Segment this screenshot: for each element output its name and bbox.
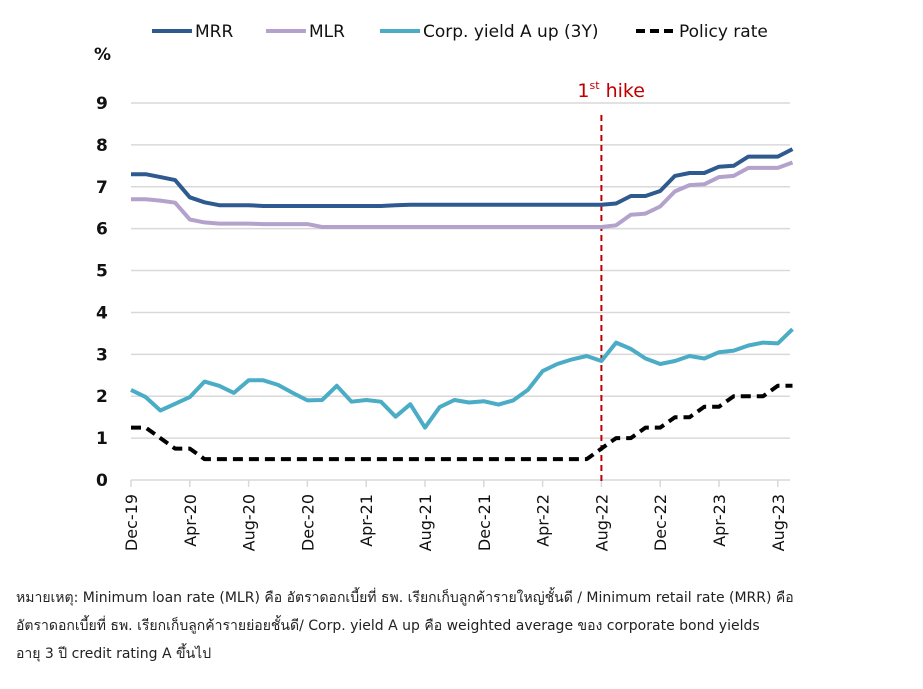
series-line-mrr bbox=[131, 147, 794, 208]
y-tick-label: 9 bbox=[96, 94, 108, 114]
x-tick-label: Aug-20 bbox=[240, 494, 259, 551]
series-line-mlr bbox=[131, 160, 794, 229]
line-chart: Dec-19 Apr-20 Aug-20 Dec-20 Apr-21 Aug-21 Dec-… bbox=[94, 22, 794, 551]
x-tick-label: Apr-23 bbox=[710, 494, 729, 547]
y-tick-label: 1 bbox=[96, 429, 108, 449]
footnote-line-3: อายุ 3 ปี credit rating A ขึ้นไป bbox=[16, 646, 212, 662]
y-tick-label: 8 bbox=[96, 136, 108, 156]
series-line-corp-yield-a-up-3y bbox=[130, 327, 794, 430]
y-tick-label: 0 bbox=[96, 471, 108, 491]
first-hike-annotation: 1st hike bbox=[577, 79, 645, 484]
legend-label: MLR bbox=[309, 22, 345, 42]
y-tick-label: 3 bbox=[96, 345, 108, 365]
legend-label: Policy rate bbox=[679, 22, 768, 42]
x-tick-label: Apr-22 bbox=[534, 494, 553, 547]
x-tick-label: Dec-22 bbox=[651, 494, 670, 551]
legend: MRR MLR Corp. yield A up (3Y) Policy rate bbox=[152, 22, 768, 42]
y-tick-label: 6 bbox=[96, 220, 108, 240]
legend-label: MRR bbox=[195, 22, 233, 42]
x-tick-label: Dec-19 bbox=[122, 494, 141, 551]
series-line-policy-rate bbox=[131, 383, 793, 462]
x-tick-label: Apr-20 bbox=[181, 494, 200, 547]
gridlines bbox=[131, 102, 790, 481]
x-tick-label: Aug-22 bbox=[592, 494, 611, 551]
first-hike-label: 1st hike bbox=[577, 79, 645, 102]
x-tick-label: Dec-20 bbox=[298, 494, 317, 551]
x-tick-label: Apr-21 bbox=[357, 494, 376, 547]
y-axis-unit-label: % bbox=[94, 45, 111, 65]
x-tick-label: Aug-23 bbox=[769, 494, 788, 551]
footnote-line-2: อัตราดอกเบี้ยที่ ธพ. เรียกเก็บลูกค้ารายย… bbox=[16, 618, 760, 634]
y-tick-label: 4 bbox=[96, 303, 108, 323]
footnote: หมายเหตุ: Minimum loan rate (MLR) คือ อั… bbox=[16, 584, 916, 668]
series-lines bbox=[130, 147, 794, 462]
x-tick-label: Aug-21 bbox=[416, 494, 435, 551]
y-tick-label: 2 bbox=[96, 387, 108, 407]
y-tick-label: 5 bbox=[96, 262, 108, 282]
x-axis: Dec-19 Apr-20 Aug-20 Dec-20 Apr-21 Aug-21 Dec-… bbox=[122, 480, 788, 551]
legend-label: Corp. yield A up (3Y) bbox=[423, 22, 599, 42]
y-tick-label: 7 bbox=[96, 178, 108, 198]
x-tick-label: Dec-21 bbox=[475, 494, 494, 551]
footnote-line-1: หมายเหตุ: Minimum loan rate (MLR) คือ อั… bbox=[16, 590, 794, 606]
y-axis: 0 1 2 3 4 5 6 7 8 9 bbox=[96, 94, 108, 491]
